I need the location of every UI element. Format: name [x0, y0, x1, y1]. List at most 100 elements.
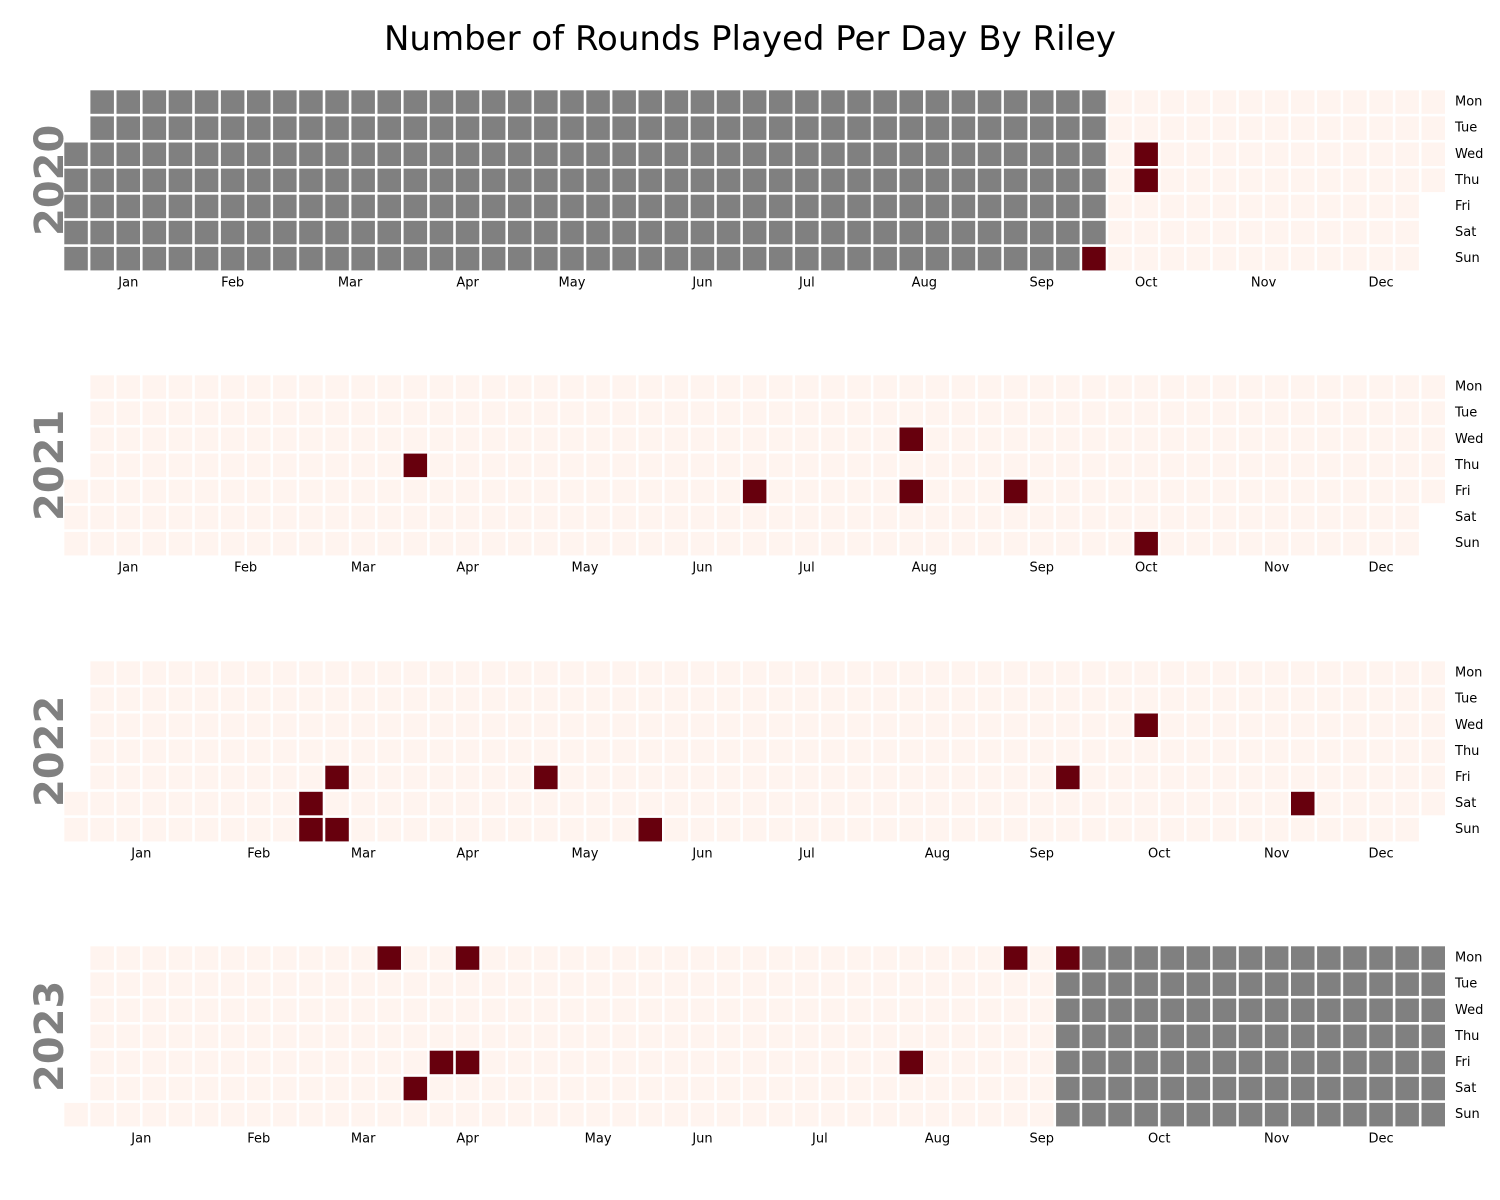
day-cell-2023-01-17 [142, 972, 167, 996]
day-cell-2023-07-28 [847, 1050, 871, 1075]
day-cell-2023-02-17 [247, 1050, 271, 1075]
day-cell-2021-12-09 [1343, 453, 1367, 478]
day-cell-2020-03-28 [377, 220, 401, 245]
day-cell-2020-05-12 [560, 116, 584, 140]
month-label: Jul [811, 1132, 828, 1147]
day-cell-2020-05-04 [534, 90, 558, 114]
day-cell-2021-05-08 [534, 505, 558, 530]
day-cell-2022-06-01 [638, 713, 662, 737]
day-cell-2023-11-30 [1317, 1024, 1341, 1049]
year-label: 2023 [27, 981, 73, 1092]
day-cell-2021-02-05 [194, 479, 219, 504]
weekday-label: Mon [1455, 380, 1482, 395]
day-cell-2020-02-01 [168, 220, 193, 245]
day-cell-2021-11-07 [1212, 531, 1237, 556]
day-cell-2021-01-21 [142, 453, 167, 478]
day-cell-2021-10-07 [1108, 453, 1132, 478]
day-cell-2022-09-06 [1003, 687, 1028, 711]
day-cell-2023-12-26 [1421, 972, 1445, 996]
day-cell-2020-10-04 [1082, 246, 1106, 271]
day-cell-2021-07-24 [821, 505, 845, 530]
day-cell-2022-01-27 [168, 739, 193, 764]
day-cell-2021-07-26 [847, 375, 871, 399]
day-cell-2020-06-10 [664, 142, 689, 166]
day-cell-2023-06-03 [638, 1076, 662, 1101]
day-cell-2021-06-20 [690, 531, 715, 556]
day-cell-2022-11-25 [1291, 765, 1315, 790]
day-cell-2020-08-04 [873, 116, 897, 140]
day-cell-2022-03-23 [377, 713, 401, 737]
day-cell-2023-08-19 [925, 1076, 950, 1101]
month-label: Oct [1148, 1132, 1170, 1147]
day-cell-2020-11-09 [1238, 90, 1263, 114]
day-cell-2021-04-13 [455, 401, 480, 425]
day-cell-2021-11-02 [1212, 401, 1237, 425]
day-cell-2023-07-03 [769, 946, 793, 970]
day-cell-2022-03-16 [351, 713, 375, 737]
day-cell-2022-03-15 [351, 687, 375, 711]
day-cell-2023-03-18 [351, 1076, 375, 1101]
day-cell-2020-07-22 [821, 142, 845, 166]
day-cell-2023-07-22 [821, 1076, 845, 1101]
day-cell-2020-12-19 [1369, 220, 1393, 245]
day-cell-2023-06-20 [716, 972, 741, 996]
month-label: Aug [925, 1132, 950, 1147]
day-cell-2022-04-01 [403, 765, 428, 790]
day-cell-2020-05-01 [508, 194, 532, 219]
day-cell-2023-10-05 [1108, 1024, 1132, 1049]
day-cell-2023-04-23 [481, 1102, 506, 1127]
day-cell-2021-12-27 [1421, 375, 1445, 399]
day-cell-2021-07-08 [769, 453, 793, 478]
day-cell-2021-07-17 [795, 505, 819, 530]
day-cell-2021-10-13 [1134, 427, 1158, 451]
day-cell-2023-07-13 [795, 1024, 819, 1049]
day-cell-2022-06-03 [638, 765, 662, 790]
day-cell-2022-08-25 [951, 739, 976, 764]
day-cell-2020-03-19 [351, 168, 375, 193]
day-cell-2021-03-01 [299, 375, 323, 399]
day-cell-2022-11-04 [1212, 765, 1237, 790]
day-cell-2022-09-20 [1056, 687, 1080, 711]
day-cell-2022-05-09 [560, 661, 584, 685]
day-cell-2020-12-26 [1395, 220, 1419, 245]
day-cell-2023-04-25 [508, 972, 532, 996]
day-cell-2023-07-20 [821, 1024, 845, 1049]
day-cell-2022-06-09 [664, 739, 689, 764]
day-cell-2020-09-28 [1082, 90, 1106, 114]
day-cell-2021-05-17 [586, 375, 610, 399]
day-cell-2023-06-13 [690, 972, 715, 996]
day-cell-2023-01-05 [90, 1024, 114, 1049]
day-cell-2022-03-02 [299, 713, 323, 737]
day-cell-2022-11-03 [1212, 739, 1237, 764]
day-cell-2021-06-04 [638, 479, 662, 504]
day-cell-2023-03-02 [299, 1024, 323, 1049]
day-cell-2023-04-05 [429, 998, 454, 1022]
day-cell-2023-02-28 [299, 972, 323, 996]
day-cell-2020-01-27 [168, 90, 193, 114]
day-cell-2020-11-29 [1291, 246, 1315, 271]
day-cell-2021-05-29 [612, 505, 636, 530]
day-cell-2023-10-29 [1186, 1102, 1211, 1127]
day-cell-2020-05-10 [534, 246, 558, 271]
day-cell-2023-01-30 [194, 946, 219, 970]
day-cell-2020-11-13 [1238, 194, 1263, 219]
day-cell-2020-10-13 [1134, 116, 1158, 140]
day-cell-2021-11-04 [1212, 453, 1237, 478]
day-cell-2023-06-30 [742, 1050, 767, 1075]
day-cell-2023-02-15 [247, 998, 271, 1022]
day-cell-2022-07-21 [821, 739, 845, 764]
day-cell-2022-04-02 [403, 791, 428, 816]
day-cell-2023-03-13 [351, 946, 375, 970]
day-cell-2022-12-07 [1343, 713, 1367, 737]
day-cell-2023-11-05 [1212, 1102, 1237, 1127]
day-cell-2020-03-08 [299, 246, 323, 271]
day-cell-2021-07-04 [742, 531, 767, 556]
day-cell-2020-04-16 [455, 168, 480, 193]
day-cell-2021-08-30 [977, 375, 1002, 399]
day-cell-2022-12-13 [1369, 687, 1393, 711]
day-cell-2021-09-17 [1030, 479, 1054, 504]
day-cell-2023-12-27 [1421, 998, 1445, 1022]
day-cell-2021-11-29 [1317, 375, 1341, 399]
day-cell-2021-02-25 [273, 453, 297, 478]
day-cell-2023-10-27 [1186, 1050, 1211, 1075]
